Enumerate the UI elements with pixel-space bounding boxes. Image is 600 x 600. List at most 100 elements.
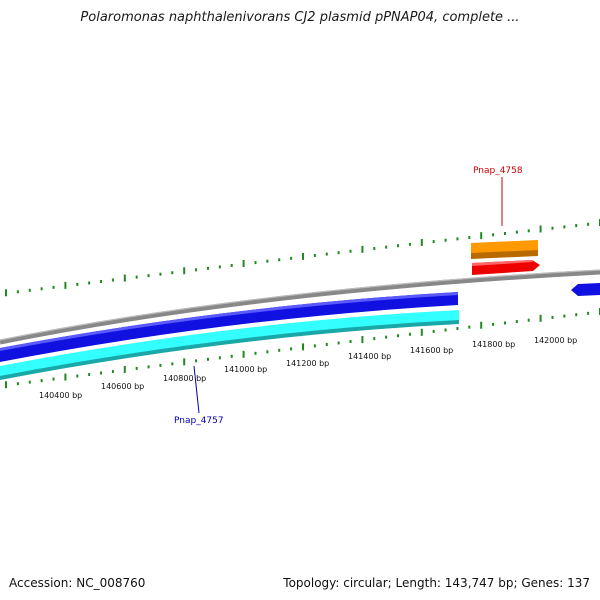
gene-band-cyan[interactable] xyxy=(0,310,459,380)
minor-tick xyxy=(206,357,209,361)
scale-label: 141800 bp xyxy=(472,340,515,349)
minor-tick xyxy=(100,279,103,283)
scale-label: 140800 bp xyxy=(163,374,206,383)
major-tick xyxy=(123,274,126,282)
minor-tick xyxy=(218,265,221,269)
minor-tick xyxy=(432,329,435,333)
minor-tick xyxy=(254,351,257,355)
minor-tick xyxy=(28,380,31,384)
minor-tick xyxy=(432,240,435,244)
major-tick xyxy=(242,350,245,358)
minor-tick xyxy=(325,342,328,346)
minor-tick xyxy=(337,341,340,345)
minor-tick xyxy=(397,244,400,248)
inner-tick-row xyxy=(5,308,600,389)
minor-tick xyxy=(563,225,566,229)
minor-tick xyxy=(337,251,340,255)
minor-tick xyxy=(76,374,79,378)
gene-band-blue[interactable] xyxy=(0,292,458,362)
topology-text: Topology: circular; Length: 143,747 bp; … xyxy=(283,576,590,590)
minor-tick xyxy=(230,354,233,358)
minor-tick xyxy=(527,229,530,233)
major-tick xyxy=(302,343,304,351)
map-title: Polaromonas naphthalenivorans CJ2 plasmi… xyxy=(80,10,520,25)
minor-tick xyxy=(206,266,209,270)
outer-tick-row xyxy=(5,219,600,297)
minor-tick xyxy=(52,377,55,381)
minor-tick xyxy=(254,261,257,265)
major-tick xyxy=(302,252,304,260)
minor-tick xyxy=(278,258,281,262)
minor-tick xyxy=(325,252,328,256)
minor-tick xyxy=(373,246,376,250)
scale-label: 140400 bp xyxy=(39,391,82,400)
minor-tick xyxy=(408,242,411,246)
major-tick xyxy=(480,232,483,240)
major-tick xyxy=(242,260,245,268)
minor-tick xyxy=(147,274,150,278)
scale-label: 141000 bp xyxy=(224,365,267,374)
minor-tick xyxy=(218,356,221,360)
minor-tick xyxy=(171,271,174,275)
minor-tick xyxy=(88,373,91,377)
minor-tick xyxy=(515,230,518,234)
minor-tick xyxy=(397,334,400,338)
minor-tick xyxy=(111,278,114,282)
minor-tick xyxy=(147,365,150,369)
major-tick xyxy=(64,281,67,289)
minor-tick xyxy=(385,245,388,249)
minor-tick xyxy=(456,327,459,331)
minor-tick xyxy=(349,249,352,253)
minor-tick xyxy=(40,379,43,383)
gene-label-pnap-4757[interactable]: Pnap_4757 xyxy=(174,416,224,426)
major-tick xyxy=(5,289,7,297)
minor-tick xyxy=(159,363,162,367)
major-tick xyxy=(420,238,423,246)
minor-tick xyxy=(575,313,578,317)
minor-tick xyxy=(503,321,506,325)
minor-tick xyxy=(135,366,138,370)
scale-label: 140600 bp xyxy=(101,382,144,391)
minor-tick xyxy=(88,281,91,285)
minor-tick xyxy=(52,285,55,289)
minor-tick xyxy=(587,222,590,226)
minor-tick xyxy=(492,322,495,326)
minor-tick xyxy=(444,238,447,242)
minor-tick xyxy=(468,325,471,329)
minor-tick xyxy=(266,350,269,354)
scale-label: 142000 bp xyxy=(534,336,577,345)
minor-tick xyxy=(456,237,459,241)
minor-tick xyxy=(385,335,388,339)
major-tick xyxy=(5,381,7,389)
minor-tick xyxy=(503,231,506,235)
minor-tick xyxy=(171,362,174,366)
minor-tick xyxy=(40,287,43,291)
orf-red-arrow[interactable] xyxy=(472,260,540,275)
gene-arrow-right-edge[interactable] xyxy=(571,283,600,296)
minor-tick xyxy=(551,226,554,230)
minor-tick xyxy=(313,344,316,348)
minor-tick xyxy=(16,382,19,386)
major-tick xyxy=(420,328,423,336)
minor-tick xyxy=(515,320,518,324)
minor-tick xyxy=(16,290,19,294)
major-tick xyxy=(64,373,67,381)
minor-tick xyxy=(230,263,233,267)
major-tick xyxy=(480,321,483,329)
gene-label-pnap-4758[interactable]: Pnap_4758 xyxy=(473,166,523,176)
minor-tick xyxy=(373,337,376,341)
minor-tick xyxy=(444,328,447,332)
minor-tick xyxy=(349,340,352,344)
major-tick xyxy=(361,336,364,344)
major-tick xyxy=(183,358,186,366)
minor-tick xyxy=(575,224,578,228)
orf-orange-arrow[interactable] xyxy=(471,240,538,259)
minor-tick xyxy=(195,268,198,272)
minor-tick xyxy=(587,311,590,315)
minor-tick xyxy=(290,347,293,351)
plasmid-backbone xyxy=(0,269,600,345)
scale-label: 141600 bp xyxy=(410,346,453,355)
minor-tick xyxy=(76,282,79,286)
